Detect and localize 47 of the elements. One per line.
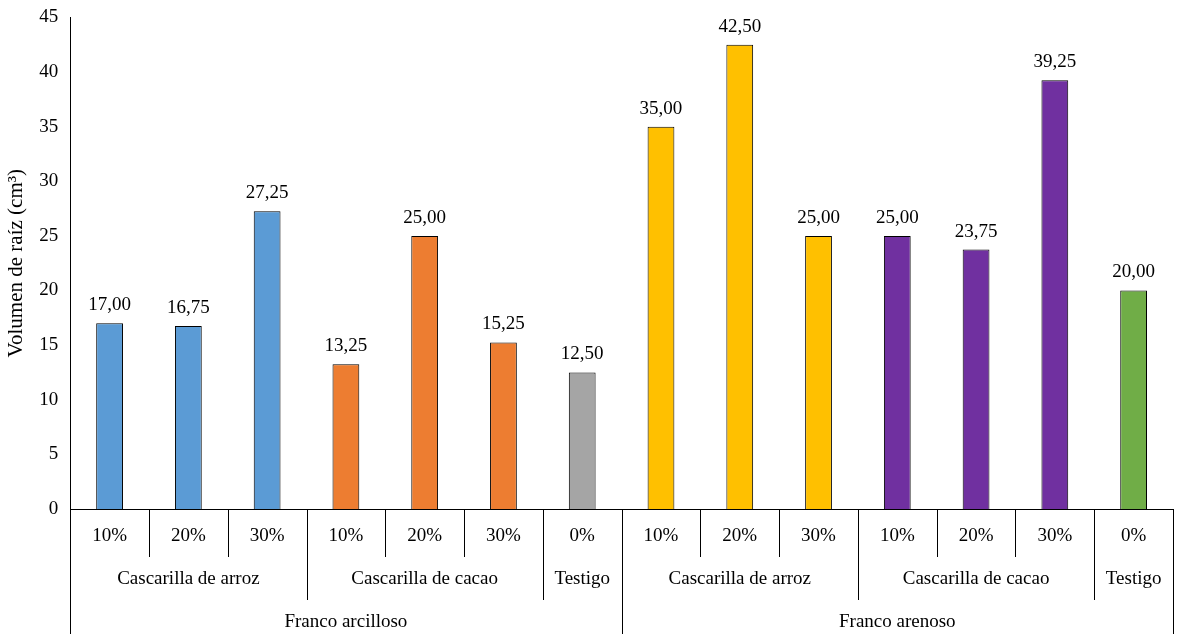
x-tick-label: 10%: [643, 524, 679, 546]
data-label: 13,25: [324, 334, 368, 356]
data-label: 15,25: [482, 312, 525, 334]
data-label: 12,50: [560, 342, 604, 364]
y-tick-label: 35: [39, 114, 59, 136]
text: Cascarilla de cacao: [351, 566, 498, 588]
y-tick-label: 40: [39, 60, 59, 82]
data-label: 27,25: [245, 181, 289, 203]
y-tick-label: 0: [48, 496, 59, 518]
data-label: 25,00: [875, 205, 919, 227]
x-tick-label: 10%: [92, 524, 128, 546]
text: Franco arenoso: [839, 609, 956, 631]
data-label: 16,75: [166, 296, 210, 317]
y-tick-label: 45: [39, 5, 59, 27]
y-tick-label: 25: [39, 223, 59, 245]
y-tick-label: 15: [39, 333, 59, 355]
data-label: 23,75: [954, 219, 998, 241]
data-label: 25,00: [403, 205, 447, 227]
text: Testigo: [554, 566, 611, 588]
x-tick-label: 20%: [958, 524, 994, 546]
x-tick-label: 30%: [801, 524, 837, 546]
x-tick-label: 20%: [722, 524, 758, 546]
x-tick-label: 0%: [569, 524, 596, 546]
data-label: 35,00: [639, 96, 683, 118]
x-tick-label: 30%: [1037, 524, 1073, 546]
y-tick-label: 10: [39, 387, 59, 409]
y-axis-title: Volumen de raíz (cm³): [3, 168, 28, 358]
data-label: 20,00: [1112, 260, 1155, 282]
data-label: 17,00: [88, 293, 131, 315]
x-tick-label: 0%: [1120, 524, 1147, 546]
text: Franco arcilloso: [284, 609, 408, 631]
data-label: 25,00: [797, 205, 840, 227]
data-label: 39,25: [1033, 50, 1077, 72]
x-tick-label: 20%: [407, 524, 443, 546]
x-tick-label: 30%: [249, 524, 285, 546]
y-tick-label: 20: [39, 278, 59, 300]
text: Cascarilla de cacao: [902, 566, 1050, 588]
data-label: 42,50: [718, 14, 762, 36]
y-tick-label: 30: [39, 169, 59, 191]
text: Cascarilla de arroz: [668, 566, 811, 588]
y-tick-label: 5: [48, 442, 59, 464]
x-tick-label: 10%: [328, 524, 364, 546]
x-tick-label: 20%: [170, 524, 206, 546]
text: Testigo: [1105, 566, 1162, 588]
x-tick-label: 10%: [879, 524, 915, 546]
text: Cascarilla de arroz: [117, 566, 260, 588]
x-tick-label: 30%: [486, 524, 522, 546]
